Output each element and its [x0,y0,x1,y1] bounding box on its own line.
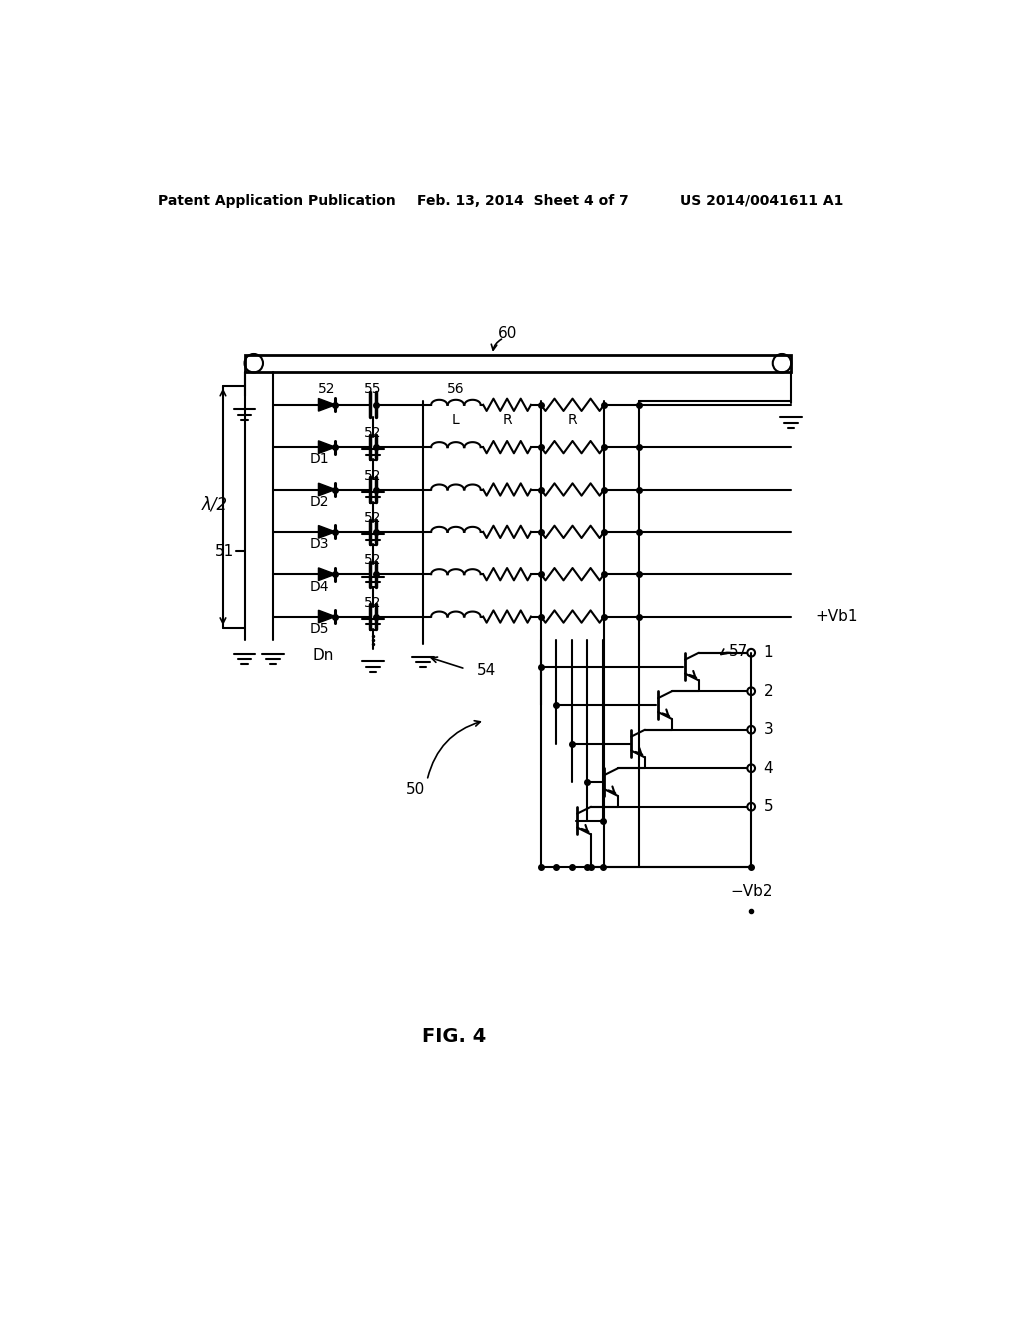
Text: D3: D3 [310,537,330,552]
Text: D4: D4 [310,579,330,594]
Text: 4: 4 [764,760,773,776]
Text: L: L [452,413,460,428]
Text: Feb. 13, 2014  Sheet 4 of 7: Feb. 13, 2014 Sheet 4 of 7 [418,194,629,207]
Text: 60: 60 [498,326,517,342]
Text: Patent Application Publication: Patent Application Publication [158,194,395,207]
Polygon shape [318,568,336,581]
Text: D2: D2 [310,495,330,508]
Polygon shape [318,483,336,496]
Polygon shape [318,399,336,411]
Text: +Vb1: +Vb1 [816,609,858,624]
Bar [245,355,792,372]
Text: 5: 5 [764,799,773,814]
Text: 50: 50 [406,783,425,797]
Text: 54: 54 [477,663,497,678]
Text: 51: 51 [215,544,234,558]
Text: 52: 52 [365,511,382,525]
Text: 55: 55 [365,383,382,396]
Text: US 2014/0041611 A1: US 2014/0041611 A1 [680,194,844,207]
Text: FIG. 4: FIG. 4 [422,1027,486,1045]
Text: 52: 52 [365,469,382,483]
Text: Dn: Dn [312,648,334,663]
Text: 57: 57 [729,644,749,659]
Polygon shape [318,525,336,539]
Text: 3: 3 [764,722,773,738]
Text: λ/2: λ/2 [202,496,228,513]
Text: 52: 52 [365,595,382,610]
Polygon shape [318,441,336,454]
Text: 52: 52 [365,553,382,568]
Text: 2: 2 [764,684,773,698]
Text: D5: D5 [310,622,330,636]
Text: 56: 56 [446,383,464,396]
Text: R: R [567,413,578,428]
Text: 1: 1 [764,645,773,660]
Polygon shape [318,610,336,623]
Text: 52: 52 [318,383,336,396]
Text: 52: 52 [365,426,382,441]
Text: D1: D1 [310,453,330,466]
Text: −Vb2: −Vb2 [730,884,772,899]
Text: R: R [503,413,512,428]
